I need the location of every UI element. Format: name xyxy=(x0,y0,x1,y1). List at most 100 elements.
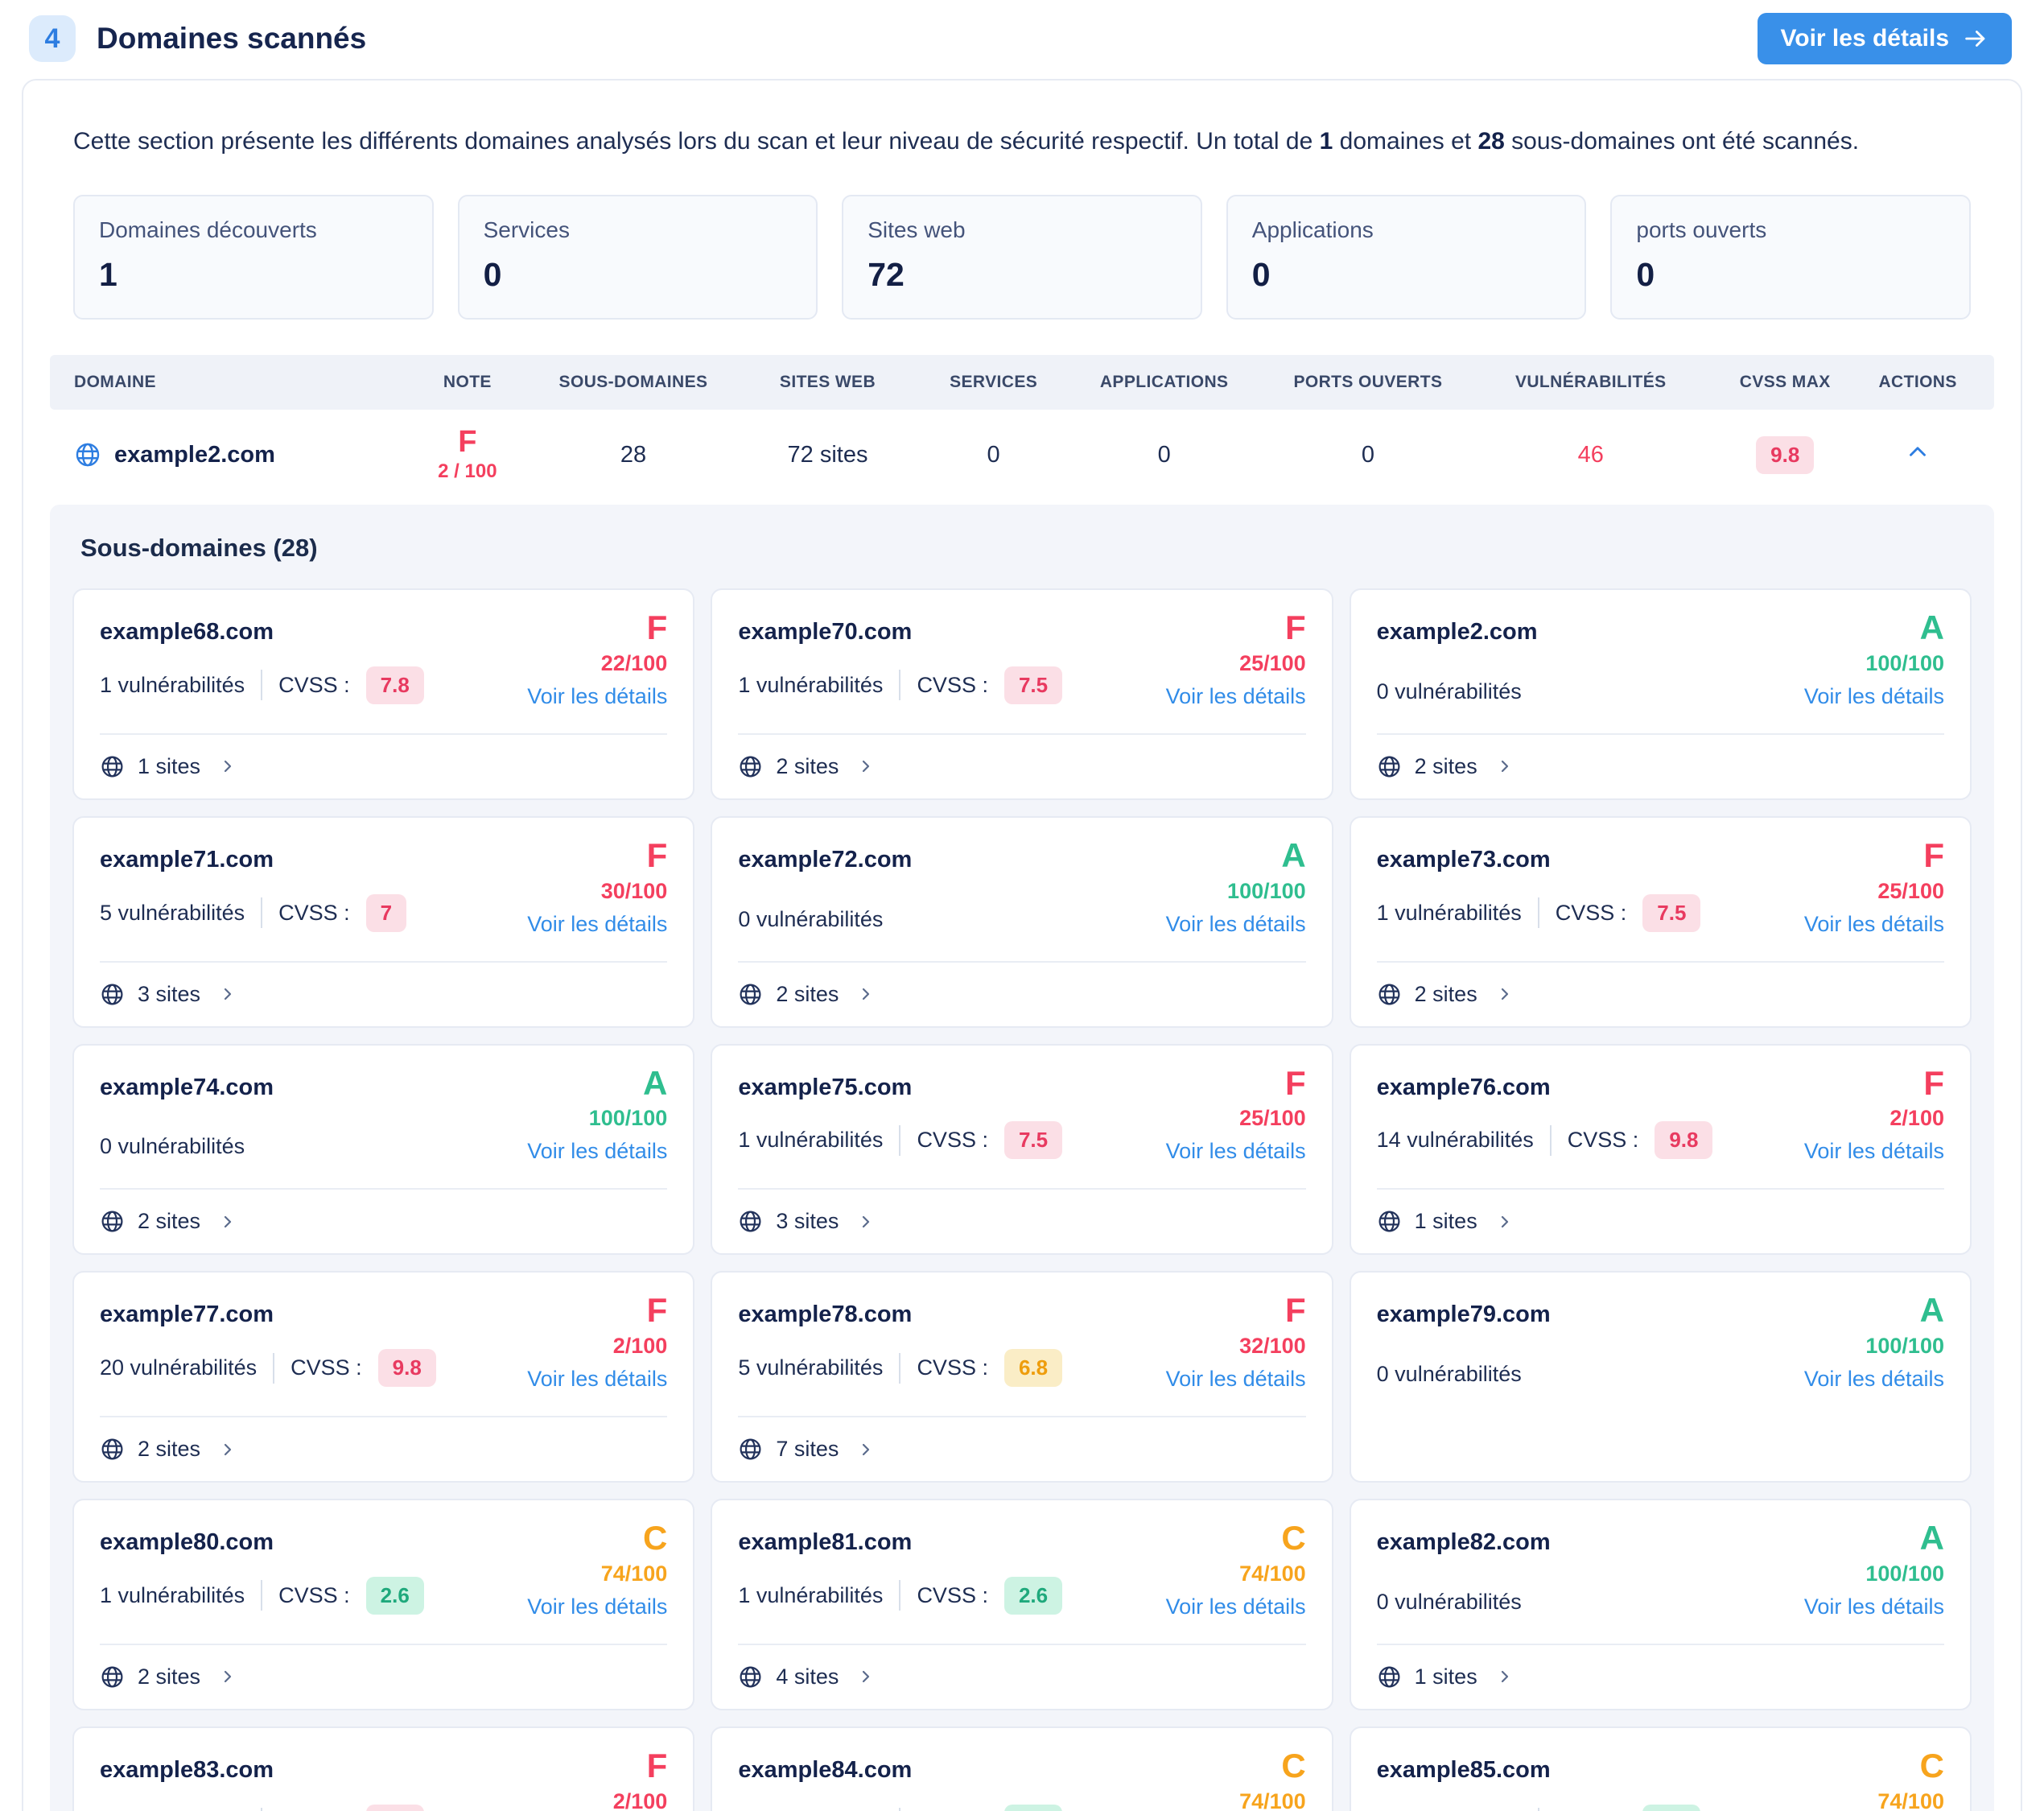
view-details-link[interactable]: Voir les détails xyxy=(527,1139,668,1164)
view-details-link[interactable]: Voir les détails xyxy=(527,911,668,936)
view-details-link[interactable]: Voir les détails xyxy=(1803,1367,1944,1392)
sites-toggle[interactable]: 1 sites xyxy=(100,754,237,779)
vertical-divider xyxy=(899,670,901,701)
section-number-badge: 4 xyxy=(29,15,76,62)
view-details-link[interactable]: Voir les détails xyxy=(1803,1139,1944,1164)
chevron-right-icon xyxy=(863,1671,870,1683)
stat-value: 0 xyxy=(1636,256,1655,293)
grade-score: 100/100 xyxy=(1227,878,1306,903)
card-divider xyxy=(100,1643,668,1645)
cvss-label: CVSS : xyxy=(278,672,350,697)
subdomain-name: example74.com xyxy=(100,1074,274,1100)
subdomain-card: example78.com 5 vulnérabilités CVSS : 6.… xyxy=(711,1271,1333,1483)
view-details-button[interactable]: Voir les détails xyxy=(1758,13,2012,64)
globe-icon xyxy=(740,1211,761,1232)
sites-count: 2 sites xyxy=(1414,981,1477,1006)
grade-score: 74/100 xyxy=(1239,1561,1306,1586)
sites-toggle[interactable]: 2 sites xyxy=(1377,982,1514,1007)
card-divider xyxy=(100,1188,668,1190)
note-cell: F 2 / 100 xyxy=(406,427,529,483)
subdomain-card: example73.com 1 vulnérabilités CVSS : 7.… xyxy=(1349,815,1972,1028)
vulnerabilities-count: 0 vulnérabilités xyxy=(100,1134,245,1159)
view-details-link[interactable]: Voir les détails xyxy=(527,1367,668,1392)
subdomain-card: example68.com 1 vulnérabilités CVSS : 7.… xyxy=(72,588,695,800)
sites-toggle[interactable]: 2 sites xyxy=(738,982,876,1007)
globe-icon xyxy=(740,984,761,1005)
grade-score: 100/100 xyxy=(588,1106,668,1131)
view-details-link[interactable]: Voir les détails xyxy=(527,1594,668,1619)
view-details-link[interactable]: Voir les détails xyxy=(1803,911,1944,936)
grade-score: 2/100 xyxy=(612,1788,668,1811)
card-divider xyxy=(100,960,668,963)
card-divider xyxy=(1376,1643,1944,1645)
card-divider xyxy=(738,1643,1306,1645)
cvss-badge: 2.6 xyxy=(1642,1804,1701,1811)
card-divider xyxy=(738,1416,1306,1418)
section-description: Cette section présente les différents do… xyxy=(73,128,1860,155)
column-header: PORTS OUVERTS xyxy=(1293,373,1443,391)
sites-toggle[interactable]: 3 sites xyxy=(738,1209,876,1234)
subdomain-card: example85.com 1 vulnérabilités CVSS : 2.… xyxy=(1349,1726,1972,1811)
vertical-divider xyxy=(899,1580,901,1611)
sites-count: 2 sites xyxy=(776,753,839,778)
grade-letter: F xyxy=(1923,1063,1944,1102)
stat-label: Domaines découverts xyxy=(99,217,317,242)
sites-toggle[interactable]: 7 sites xyxy=(738,1437,876,1462)
view-details-link[interactable]: Voir les détails xyxy=(1803,1594,1944,1619)
sites-toggle[interactable]: 1 sites xyxy=(1377,1665,1514,1689)
card-divider xyxy=(100,732,668,735)
subdomain-name: example72.com xyxy=(738,846,913,872)
stat-card: ports ouverts 0 xyxy=(1610,195,1971,320)
sites-count: 1 sites xyxy=(138,753,201,778)
card-divider xyxy=(1376,960,1944,963)
sites-toggle[interactable]: 4 sites xyxy=(738,1665,876,1689)
cvss-label: CVSS : xyxy=(291,1355,362,1380)
column-header: SITES WEB xyxy=(779,373,876,391)
sites-toggle[interactable]: 2 sites xyxy=(738,754,876,779)
sites-toggle[interactable]: 2 sites xyxy=(1377,754,1514,779)
subdomains-title: Sous-domaines (28) xyxy=(80,534,318,562)
sites-toggle[interactable]: 1 sites xyxy=(1377,1209,1514,1234)
domains-table: DOMAINE NOTE SOUS-DOMAINES SITES WEB SERVICE… xyxy=(50,355,1994,500)
actions-cell xyxy=(1865,438,1970,472)
cvss-label: CVSS : xyxy=(1567,1128,1639,1153)
grade-letter: C xyxy=(1919,1746,1944,1784)
subdomain-card: example77.com 20 vulnérabilités CVSS : 9… xyxy=(72,1271,695,1483)
collapse-row-button[interactable] xyxy=(1904,438,1931,468)
view-details-link[interactable]: Voir les détails xyxy=(1165,1594,1306,1619)
chevron-right-icon xyxy=(224,1215,232,1227)
sites-toggle[interactable]: 2 sites xyxy=(100,1437,237,1462)
grade-letter: A xyxy=(1919,608,1944,646)
view-details-link[interactable]: Voir les détails xyxy=(1165,1139,1306,1164)
sites-web-cell: 72 sites xyxy=(787,441,868,468)
chevron-right-icon xyxy=(863,988,870,1000)
cvss-label: CVSS : xyxy=(917,1128,988,1153)
view-details-link[interactable]: Voir les détails xyxy=(1165,683,1306,708)
view-details-link[interactable]: Voir les détails xyxy=(527,683,668,708)
sites-count: 3 sites xyxy=(776,1209,839,1234)
vertical-divider xyxy=(261,897,263,929)
grade-letter: F xyxy=(1923,835,1944,874)
view-details-link[interactable]: Voir les détails xyxy=(1165,1367,1306,1392)
grade-score: 30/100 xyxy=(600,878,668,903)
cvss-badge: 9.8 xyxy=(1655,1121,1713,1160)
grade-letter: F xyxy=(646,608,668,646)
column-header: SERVICES xyxy=(950,373,1038,391)
subdomain-name: example84.com xyxy=(738,1756,913,1783)
grade-score: 74/100 xyxy=(1877,1788,1944,1811)
vertical-divider xyxy=(261,1808,263,1811)
sites-toggle[interactable]: 2 sites xyxy=(100,1665,237,1689)
sites-toggle[interactable]: 2 sites xyxy=(100,1209,237,1234)
page-header: 4 Domaines scannés Voir les détails xyxy=(0,0,2044,64)
grade-score: 2/100 xyxy=(612,1334,668,1359)
view-details-link[interactable]: Voir les détails xyxy=(1165,911,1306,936)
sites-toggle[interactable]: 3 sites xyxy=(100,982,237,1007)
subdomain-card: example79.com 0 vulnérabilités A 100/100… xyxy=(1349,1271,1972,1483)
sites-count: 2 sites xyxy=(138,1437,201,1462)
vulnerabilities-count: 1 vulnérabilités xyxy=(100,672,245,697)
subdomain-card: example75.com 1 vulnérabilités CVSS : 7.… xyxy=(711,1043,1333,1256)
subdomain-card: example71.com 5 vulnérabilités CVSS : 7 … xyxy=(72,815,695,1028)
globe-icon xyxy=(101,984,123,1005)
view-details-link[interactable]: Voir les détails xyxy=(1803,683,1944,708)
vulnerabilities-count: 1 vulnérabilités xyxy=(738,1582,884,1607)
